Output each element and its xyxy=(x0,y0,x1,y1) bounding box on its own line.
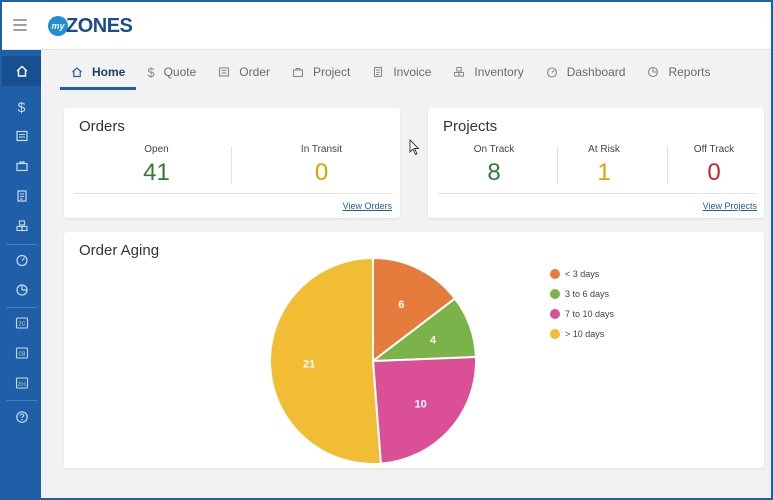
sidebar-home-icon[interactable] xyxy=(2,56,41,86)
orders-open-stat[interactable]: Open 41 xyxy=(74,144,239,187)
sidebar-zc-icon[interactable]: ZC xyxy=(2,308,41,338)
legend-dot-icon xyxy=(550,309,560,319)
pie-slice[interactable] xyxy=(372,256,457,364)
stat-label: Off Track xyxy=(693,144,735,155)
tab-label: Invoice xyxy=(393,65,432,79)
sidebar-quote-icon[interactable]: $ xyxy=(2,92,41,122)
card-divider xyxy=(74,193,392,194)
stat-label: In Transit xyxy=(300,144,343,155)
stat-value: 0 xyxy=(707,159,721,186)
invoice-icon xyxy=(372,66,384,78)
legend-dot-icon xyxy=(550,269,560,279)
legend-label: < 3 days xyxy=(565,269,600,279)
legend-item[interactable]: < 3 days xyxy=(550,264,614,284)
stat-value: 1 xyxy=(597,159,611,186)
menu-icon[interactable] xyxy=(13,19,27,31)
dashboard-icon xyxy=(546,66,558,78)
stat-label: On Track xyxy=(473,144,515,155)
tab-inventory[interactable]: Inventory xyxy=(442,56,534,88)
sidebar-cb-icon[interactable]: CB xyxy=(2,338,41,368)
logo-badge: my xyxy=(48,16,68,36)
chart-legend: < 3 days 3 to 6 days 7 to 10 days > 10 days xyxy=(550,264,614,344)
legend-item[interactable]: 7 to 10 days xyxy=(550,304,614,324)
dollar-icon: $ xyxy=(147,64,155,80)
tab-label: Reports xyxy=(668,65,711,79)
projects-off-track-stat[interactable]: Off Track 0 xyxy=(659,144,769,187)
view-orders-link[interactable]: View Orders xyxy=(342,201,392,211)
card-divider xyxy=(438,193,756,194)
cb-badge-text: CB xyxy=(18,351,26,357)
view-projects-link[interactable]: View Projects xyxy=(702,201,757,211)
orders-transit-stat[interactable]: In Transit 0 xyxy=(239,144,404,187)
projects-at-risk-stat[interactable]: At Risk 1 xyxy=(549,144,659,187)
sidebar-reports-icon[interactable] xyxy=(2,275,41,305)
stat-label: At Risk xyxy=(588,144,620,155)
tab-reports[interactable]: Reports xyxy=(636,56,721,88)
order-icon xyxy=(218,66,230,78)
tab-home[interactable]: Home xyxy=(60,56,137,90)
tab-project[interactable]: Project xyxy=(281,56,361,88)
tab-label: Inventory xyxy=(474,65,524,79)
stat-value: 41 xyxy=(143,159,170,186)
zc-badge-text: ZC xyxy=(18,321,25,327)
stat-label: Open xyxy=(144,144,169,155)
stat-divider xyxy=(231,146,232,184)
legend-label: 3 to 6 days xyxy=(565,289,610,299)
logo[interactable]: my ZONES xyxy=(48,14,133,37)
sidebar-order-icon[interactable] xyxy=(2,121,41,151)
orders-title: Orders xyxy=(79,118,125,135)
legend-label: > 10 days xyxy=(565,329,605,339)
tab-dashboard[interactable]: Dashboard xyxy=(535,56,637,88)
home-icon xyxy=(71,66,83,78)
legend-item[interactable]: > 10 days xyxy=(550,324,614,344)
pie-slice[interactable] xyxy=(371,356,477,465)
tab-label: Project xyxy=(312,65,351,79)
briefcase-icon xyxy=(292,66,304,78)
zds-badge-text: ZDS xyxy=(17,381,26,386)
projects-on-track-stat[interactable]: On Track 8 xyxy=(439,144,549,187)
legend-label: 7 to 10 days xyxy=(565,309,615,319)
reports-icon xyxy=(647,66,659,78)
sidebar: $ ZC CB ZDS xyxy=(2,50,41,498)
main-tabs: Home $ Quote Order Project Invoice Inven… xyxy=(60,56,721,90)
legend-dot-icon xyxy=(550,329,560,339)
sidebar-inventory-icon[interactable] xyxy=(2,211,41,241)
legend-dot-icon xyxy=(550,289,560,299)
order-aging-title: Order Aging xyxy=(79,242,160,259)
tab-label: Home xyxy=(92,64,126,79)
stat-divider xyxy=(667,146,668,184)
stat-value: 0 xyxy=(314,159,329,186)
inventory-icon xyxy=(453,66,465,78)
stat-value: 8 xyxy=(487,159,501,186)
tab-label: Quote xyxy=(163,65,197,79)
tab-label: Dashboard xyxy=(566,65,626,79)
projects-title: Projects xyxy=(443,118,498,135)
tab-order[interactable]: Order xyxy=(207,56,281,88)
sidebar-divider xyxy=(6,244,37,245)
tab-invoice[interactable]: Invoice xyxy=(361,56,442,88)
tab-quote[interactable]: $ Quote xyxy=(136,56,207,88)
stat-divider xyxy=(557,146,558,184)
sidebar-dashboard-icon[interactable] xyxy=(2,245,41,275)
top-bar: my ZONES xyxy=(2,2,771,50)
sidebar-invoice-icon[interactable] xyxy=(2,181,41,211)
sidebar-project-icon[interactable] xyxy=(2,151,41,181)
sidebar-divider xyxy=(6,307,37,308)
projects-card: Projects On Track 8 At Risk 1 Off Track … xyxy=(428,108,764,218)
sidebar-zds-icon[interactable]: ZDS xyxy=(2,368,41,398)
tab-label: Order xyxy=(239,65,270,79)
logo-text: ZONES xyxy=(66,14,133,37)
legend-item[interactable]: 3 to 6 days xyxy=(550,284,614,304)
sidebar-divider xyxy=(6,400,37,401)
mouse-cursor-icon xyxy=(409,139,420,156)
pie-slice[interactable] xyxy=(269,256,382,465)
orders-card: Orders Open 41 In Transit 0 View Orders xyxy=(64,108,400,218)
dollar-icon: $ xyxy=(17,99,26,115)
sidebar-help-icon[interactable] xyxy=(2,402,41,432)
